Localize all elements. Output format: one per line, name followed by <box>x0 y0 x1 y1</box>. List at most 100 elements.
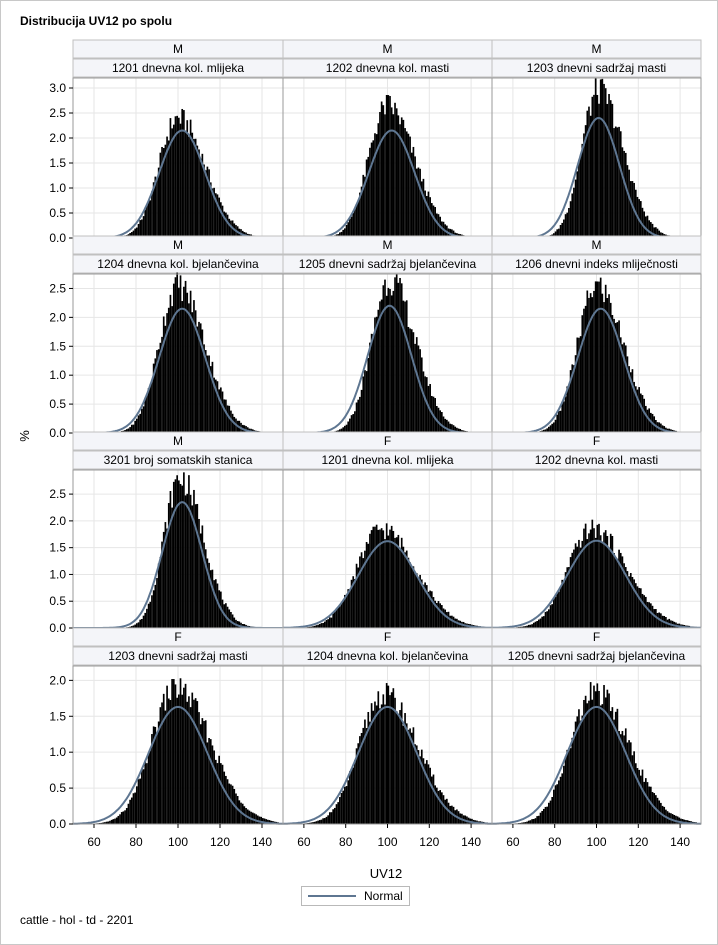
histogram-bar <box>394 277 396 433</box>
histogram-bar <box>377 691 380 824</box>
histogram-bar <box>634 763 637 824</box>
histogram-bar <box>644 405 647 433</box>
histogram-bar <box>584 305 587 433</box>
histogram-bar <box>339 232 341 238</box>
y-tick-label: 2.0 <box>49 673 66 687</box>
panel-sex-label: M <box>592 42 602 56</box>
histogram-bar <box>179 123 182 238</box>
histogram-bar <box>594 281 597 433</box>
y-tick-label: 2.5 <box>49 281 66 295</box>
histogram-bar <box>364 176 366 238</box>
panel-trait-label: 1202 dnevna kol. masti <box>326 61 449 75</box>
histogram-bar <box>176 697 178 824</box>
x-tick-label: 120 <box>419 835 439 849</box>
histogram-bar <box>344 786 346 824</box>
histogram-bar <box>548 426 550 433</box>
histogram-bar <box>104 822 106 824</box>
histogram-bar <box>521 626 523 628</box>
histogram-bar <box>646 215 649 238</box>
histogram-bar <box>178 287 180 433</box>
histogram-bar <box>425 760 428 824</box>
histogram-bar <box>162 316 165 433</box>
histogram-bar <box>186 120 189 238</box>
histogram-bar <box>618 126 620 238</box>
legend: Normal <box>301 886 410 906</box>
histogram-bar <box>631 576 634 628</box>
histogram-bar <box>225 399 227 433</box>
histogram-bar <box>633 579 635 628</box>
histogram-bar <box>171 306 173 433</box>
histogram-bar <box>608 294 610 433</box>
y-tick-label: 3.0 <box>49 81 66 95</box>
histogram-bar <box>606 535 609 628</box>
histogram-bar <box>658 230 661 238</box>
histogram-bar <box>395 108 398 239</box>
histogram-bar <box>125 429 128 433</box>
histogram-bar <box>142 615 145 628</box>
histogram-bar <box>586 703 589 824</box>
histogram-bar <box>171 128 173 238</box>
x-tick-label: 100 <box>377 835 397 849</box>
histogram-bar <box>387 95 390 238</box>
histogram-bar <box>414 572 416 628</box>
histogram-bar <box>380 704 383 824</box>
histogram-bar <box>452 616 455 628</box>
histogram-bar <box>420 357 423 433</box>
histogram-bar <box>188 475 190 628</box>
histogram-bar <box>267 819 269 824</box>
histogram-bar <box>214 579 217 628</box>
histogram-bar <box>365 371 368 433</box>
histogram-bar <box>137 223 140 238</box>
histogram-bar <box>628 366 630 433</box>
histogram-bar <box>367 711 370 824</box>
histogram-bar <box>588 106 590 238</box>
panel-trait-label: 1205 dnevni sadržaj bjelančevina <box>508 649 686 663</box>
histogram-bar <box>624 728 627 824</box>
histogram-bar <box>591 96 594 238</box>
histogram-bar <box>609 302 612 433</box>
histogram-bar <box>432 205 435 238</box>
x-tick-label: 60 <box>506 835 520 849</box>
histogram-bar <box>639 393 642 433</box>
histogram-bar <box>258 816 261 824</box>
histogram-bar <box>130 232 133 238</box>
histogram-bar <box>609 711 612 824</box>
y-tick-label: 0.5 <box>49 397 66 411</box>
histogram-bar <box>566 567 569 628</box>
histogram-bar <box>573 365 575 433</box>
histogram-bar <box>354 208 356 238</box>
histogram-bar <box>424 376 426 433</box>
histogram-bar <box>427 385 430 433</box>
histogram-bar <box>176 272 178 433</box>
histogram-bar <box>534 818 537 824</box>
panel-5: M 1205 dnevni sadržaj bjelančevina <box>282 235 493 434</box>
histogram-bar <box>213 580 215 628</box>
histogram-bar <box>184 495 187 628</box>
histogram-bar <box>566 212 569 238</box>
histogram-bar <box>569 557 572 628</box>
histogram-bar <box>379 708 381 824</box>
histogram-bar <box>536 816 538 824</box>
histogram-bar <box>144 209 147 238</box>
panel-sex-label: M <box>592 238 602 252</box>
histogram-bar <box>221 205 224 238</box>
histogram-bar <box>558 228 560 238</box>
histogram-bar <box>354 411 356 433</box>
histogram-bar <box>432 597 435 628</box>
histogram-bar <box>579 547 582 628</box>
panel-trait-label: 1201 dnevna kol. mlijeka <box>112 61 244 75</box>
histogram-bar <box>584 695 587 824</box>
histogram-bar <box>125 808 128 824</box>
histogram-bar <box>333 807 336 824</box>
histogram-bar <box>656 228 659 238</box>
histogram-bar <box>352 414 355 433</box>
histogram-bar <box>191 312 194 433</box>
histogram-bar <box>454 618 457 628</box>
histogram-bar <box>230 410 232 433</box>
histogram-bar <box>537 619 540 628</box>
panel-11: F 1204 dnevna kol. bjelančevina 60 80 100 120… <box>282 627 493 849</box>
histogram-bar <box>616 127 619 238</box>
panel-trait-label: 1204 dnevna kol. bjelančevina <box>307 649 469 663</box>
histogram-bar <box>542 616 545 628</box>
histogram-bar <box>619 552 622 628</box>
